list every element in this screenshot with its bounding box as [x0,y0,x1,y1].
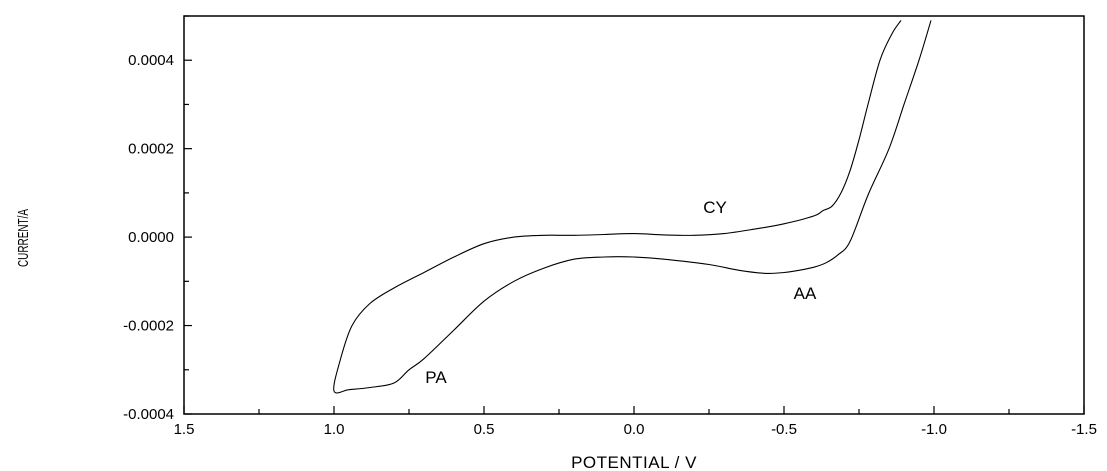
y-axis-label: CURRENT/A [15,209,32,267]
x-tick-label: -1.0 [921,421,947,438]
x-tick-label: 0.0 [624,421,645,438]
voltammogram-curve [333,20,932,394]
x-tick-label: -0.5 [771,421,797,438]
series-group [333,20,932,394]
x-axis-label: POTENTIAL / V [571,453,697,471]
plot-frame [183,15,1085,415]
y-tick-label: 0.0004 [128,52,174,69]
annotation-pa: PA [425,368,447,387]
annotation-aa: AA [794,284,817,303]
y-tick-label: 0.0000 [128,229,174,246]
x-tick-label: 0.5 [474,421,495,438]
y-axis-ticks: -0.0004 -0.0002 0.0000 0.0002 0.0004 [123,15,192,423]
annotation-cy: CY [703,198,727,217]
annotations-group: CY AA PA [425,198,817,387]
y-tick-label: -0.0004 [123,406,174,423]
y-tick-label: 0.0002 [128,141,174,158]
x-tick-label: 1.5 [174,421,195,438]
x-tick-label: -1.5 [1071,421,1097,438]
x-axis-ticks: 1.5 1.0 0.5 0.0 -0.5 -1.0 -1.5 [174,406,1097,438]
x-tick-label: 1.0 [324,421,345,438]
y-tick-label: -0.0002 [123,318,174,335]
